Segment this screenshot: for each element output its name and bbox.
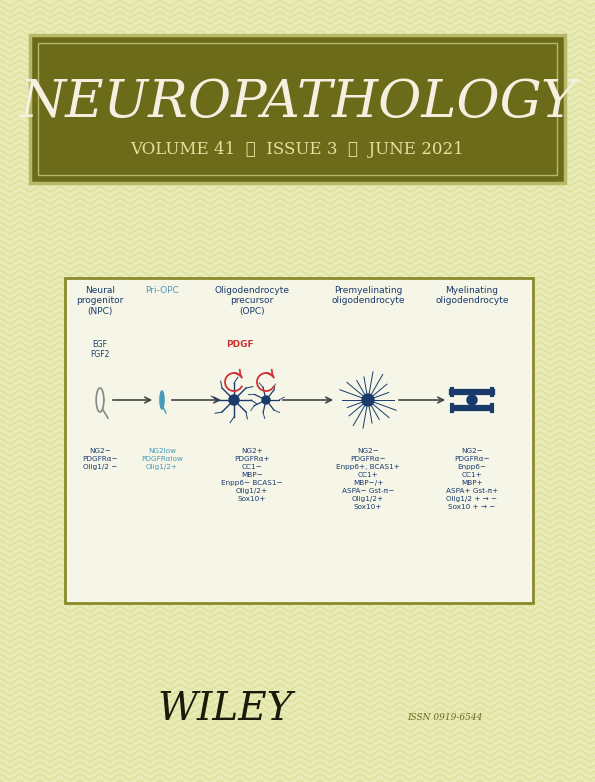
Text: EGF
FGF2: EGF FGF2: [90, 340, 109, 360]
Text: WILEY: WILEY: [157, 691, 293, 729]
Text: Oligodendrocyte
precursor
(OPC): Oligodendrocyte precursor (OPC): [215, 286, 290, 316]
Text: VOLUME 41  ✦  ISSUE 3  ✦  JUNE 2021: VOLUME 41 ✦ ISSUE 3 ✦ JUNE 2021: [131, 142, 464, 159]
Text: NG2−
PDGFRα−
Enpp6−
CC1+
MBP+
ASPA+ Gst-π+
Olig1/2 + → −
Sox10 + → −: NG2− PDGFRα− Enpp6− CC1+ MBP+ ASPA+ Gst-…: [446, 448, 498, 510]
Text: Premyelinating
oligodendrocyte: Premyelinating oligodendrocyte: [331, 286, 405, 306]
Text: NG2−
PDGFRα−
Enpp6+, BCAS1+
CC1+
MBP−/+
ASPA− Gst-π−
Olig1/2+
Sox10+: NG2− PDGFRα− Enpp6+, BCAS1+ CC1+ MBP−/+ …: [336, 448, 400, 510]
Polygon shape: [262, 396, 270, 404]
Text: Pri-OPC: Pri-OPC: [145, 286, 179, 295]
Text: Neural
progenitor
(NPC): Neural progenitor (NPC): [76, 286, 124, 316]
Polygon shape: [467, 395, 477, 405]
Text: NG2−
PDGFRα−
Olig1/2 −: NG2− PDGFRα− Olig1/2 −: [82, 448, 118, 470]
Polygon shape: [160, 391, 164, 409]
Polygon shape: [229, 395, 239, 405]
Polygon shape: [362, 394, 374, 406]
Text: NEUROPATHOLOGY: NEUROPATHOLOGY: [19, 77, 576, 127]
Text: PDGF: PDGF: [226, 340, 254, 349]
FancyBboxPatch shape: [65, 278, 533, 603]
Text: Myelinating
oligodendrocyte: Myelinating oligodendrocyte: [436, 286, 509, 306]
Text: ISSN 0919-6544: ISSN 0919-6544: [408, 713, 483, 723]
FancyBboxPatch shape: [30, 35, 565, 183]
Text: NG2+
PDGFRα+
CC1−
MBP−
Enpp6− BCAS1−
Olig1/2+
Sox10+: NG2+ PDGFRα+ CC1− MBP− Enpp6− BCAS1− Oli…: [221, 448, 283, 502]
Text: NG2low
PDGFRαlow
Olig1/2+: NG2low PDGFRαlow Olig1/2+: [141, 448, 183, 470]
